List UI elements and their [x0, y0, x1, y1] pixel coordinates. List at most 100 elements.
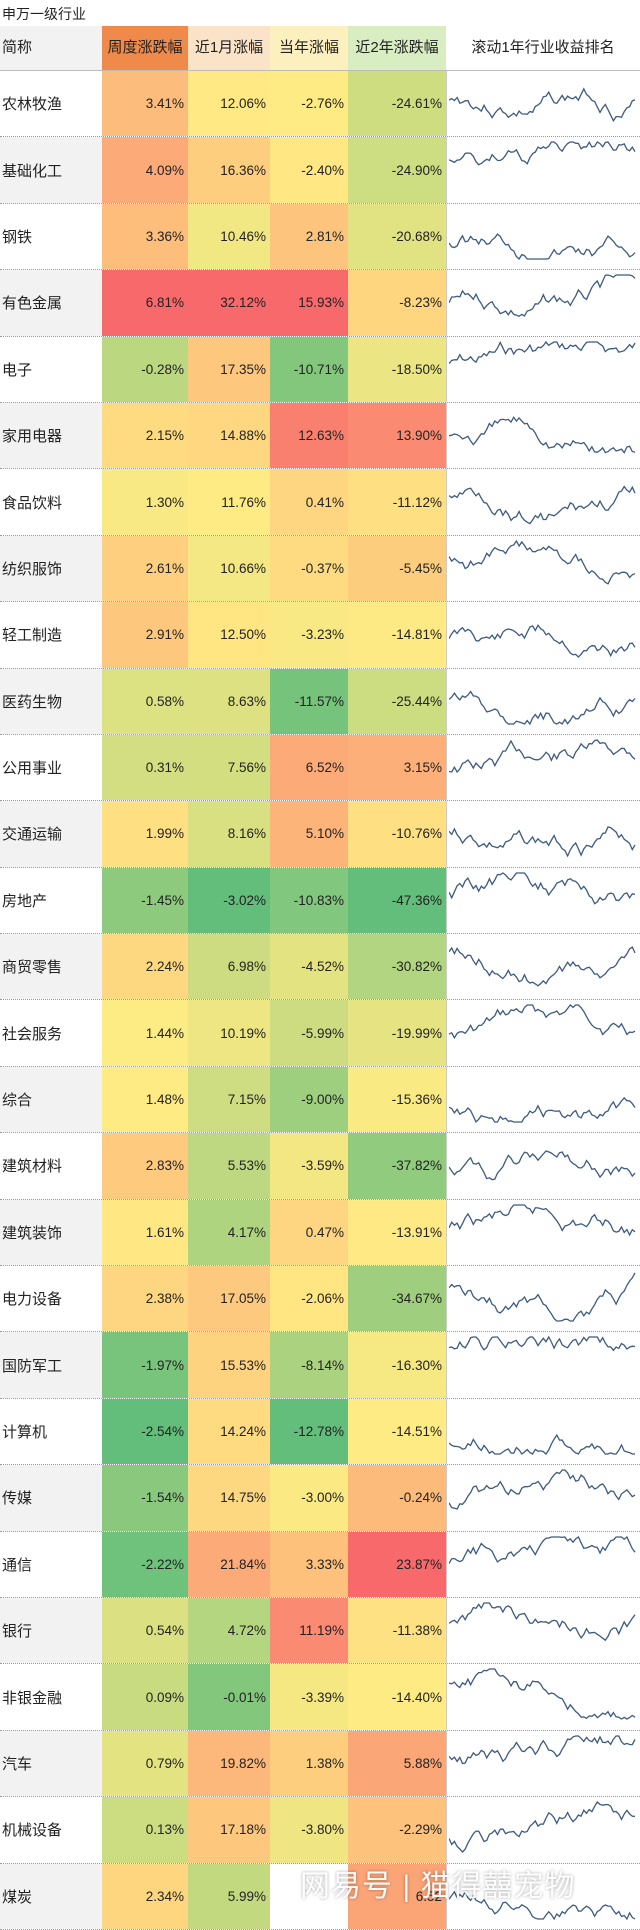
watermark: 网易号 | 猫得囍宠物 [300, 1870, 576, 1903]
cell-weekly: 2.24% [102, 934, 188, 1000]
cell-year2: -14.40% [348, 1664, 446, 1730]
cell-ytd: -5.99% [270, 1000, 348, 1066]
table-row: 钢铁 3.36% 10.46% 2.81% -20.68% [0, 203, 640, 271]
cell-year2: -24.61% [348, 71, 446, 137]
sparkline-line [449, 1469, 636, 1511]
cell-month1: 17.05% [188, 1266, 270, 1332]
rank-sparkline [446, 270, 640, 336]
cell-ytd: -3.80% [270, 1797, 348, 1863]
cell-weekly: 2.83% [102, 1133, 188, 1199]
cell-month1: 15.53% [188, 1332, 270, 1398]
industry-name: 建筑装饰 [0, 1199, 102, 1266]
cell-month1: 14.88% [188, 402, 270, 469]
rank-sparkline [446, 469, 640, 535]
cell-weekly: 2.15% [102, 402, 188, 469]
sparkline-line [449, 274, 636, 318]
cell-year2: -37.82% [348, 1133, 446, 1199]
table-row: 非银金融 0.09% -0.01% -3.39% -14.40% [0, 1664, 640, 1731]
sparkline-line [449, 1602, 636, 1642]
cell-month1: 14.24% [188, 1398, 270, 1465]
rank-sparkline [446, 203, 640, 270]
industry-name: 家用电器 [0, 402, 102, 469]
industry-name: 建筑材料 [0, 1133, 102, 1199]
sparkline-svg [449, 1668, 636, 1721]
cell-ytd: 6.52% [270, 734, 348, 801]
industry-name: 机械设备 [0, 1797, 102, 1863]
industry-name: 电力设备 [0, 1266, 102, 1332]
sparkline-line [449, 1433, 635, 1455]
cell-ytd: -3.59% [270, 1133, 348, 1199]
cell-ytd: -8.14% [270, 1332, 348, 1398]
rank-sparkline [446, 71, 640, 137]
sparkline-svg [449, 539, 636, 585]
sparkline-svg [449, 1469, 636, 1511]
sparkline-svg [449, 1735, 636, 1764]
cell-year2: -0.24% [348, 1465, 446, 1531]
cell-year2: -24.90% [348, 137, 446, 203]
table-row: 电力设备 2.38% 17.05% -2.06% -34.67% [0, 1266, 640, 1333]
cell-month1: 12.06% [188, 71, 270, 137]
sparkline-line [449, 871, 636, 905]
sparkline-svg [449, 340, 636, 364]
sparkline-svg [449, 1096, 636, 1123]
industry-name: 纺织服饰 [0, 535, 102, 602]
rank-sparkline [446, 137, 640, 203]
sparkline-line [449, 87, 636, 123]
rank-sparkline [446, 1199, 640, 1266]
sparkline-svg [449, 87, 636, 123]
cell-year2: -5.45% [348, 535, 446, 602]
sparkline-svg [449, 689, 636, 725]
rank-sparkline [446, 1066, 640, 1133]
rank-sparkline [446, 1266, 640, 1332]
industry-name: 交通运输 [0, 801, 102, 867]
industry-name: 计算机 [0, 1398, 102, 1465]
sparkline-line [449, 946, 636, 987]
cell-weekly: 1.44% [102, 1000, 188, 1066]
sparkline-svg [449, 1801, 636, 1854]
cell-year2: -11.38% [348, 1597, 446, 1664]
industry-name: 基础化工 [0, 137, 102, 203]
industry-name: 传媒 [0, 1465, 102, 1531]
cell-weekly: -1.97% [102, 1332, 188, 1398]
sparkline-svg [449, 871, 636, 905]
cell-year2: -19.99% [348, 1000, 446, 1066]
cell-year2: -14.81% [348, 602, 446, 668]
cell-year2: -34.67% [348, 1266, 446, 1332]
cell-ytd: 15.93% [270, 270, 348, 336]
cell-month1: 14.75% [188, 1465, 270, 1531]
cell-month1: 6.98% [188, 934, 270, 1000]
rank-sparkline [446, 602, 640, 668]
sparkline-line [449, 416, 636, 454]
rank-sparkline [446, 867, 640, 934]
cell-weekly: 0.58% [102, 668, 188, 734]
industry-name: 医药生物 [0, 668, 102, 734]
cell-weekly: 0.09% [102, 1664, 188, 1730]
sparkline-svg [449, 416, 636, 454]
table-row: 煤炭 2.34% 5.99% 6.52 [0, 1863, 640, 1930]
table-row: 有色金属 6.81% 32.12% 15.93% -8.23% [0, 270, 640, 337]
sparkline-line [449, 1668, 636, 1721]
cell-ytd: 0.47% [270, 1199, 348, 1266]
industry-name: 银行 [0, 1597, 102, 1664]
cell-ytd: 5.10% [270, 801, 348, 867]
table-row: 轻工制造 2.91% 12.50% -3.23% -14.81% [0, 602, 640, 669]
cell-weekly: 4.09% [102, 137, 188, 203]
cell-weekly: 0.31% [102, 734, 188, 801]
rank-sparkline [446, 1863, 640, 1929]
sparkline-svg [449, 1272, 636, 1322]
cell-year2: -8.23% [348, 270, 446, 336]
cell-month1: 11.76% [188, 469, 270, 535]
sparkline-line [449, 485, 636, 525]
table-row: 农林牧渔 3.41% 12.06% -2.76% -24.61% [0, 71, 640, 138]
table-row: 公用事业 0.31% 7.56% 6.52% 3.15% [0, 734, 640, 802]
cell-year2: 5.88% [348, 1730, 446, 1797]
sparkline-line [449, 1203, 636, 1236]
cell-weekly: 1.48% [102, 1066, 188, 1133]
industry-name: 煤炭 [0, 1863, 102, 1929]
industry-name: 汽车 [0, 1730, 102, 1797]
table-row: 基础化工 4.09% 16.36% -2.40% -24.90% [0, 137, 640, 204]
cell-weekly: 2.38% [102, 1266, 188, 1332]
industry-name: 电子 [0, 336, 102, 402]
industry-name: 农林牧渔 [0, 71, 102, 137]
sparkline-line [449, 739, 636, 774]
